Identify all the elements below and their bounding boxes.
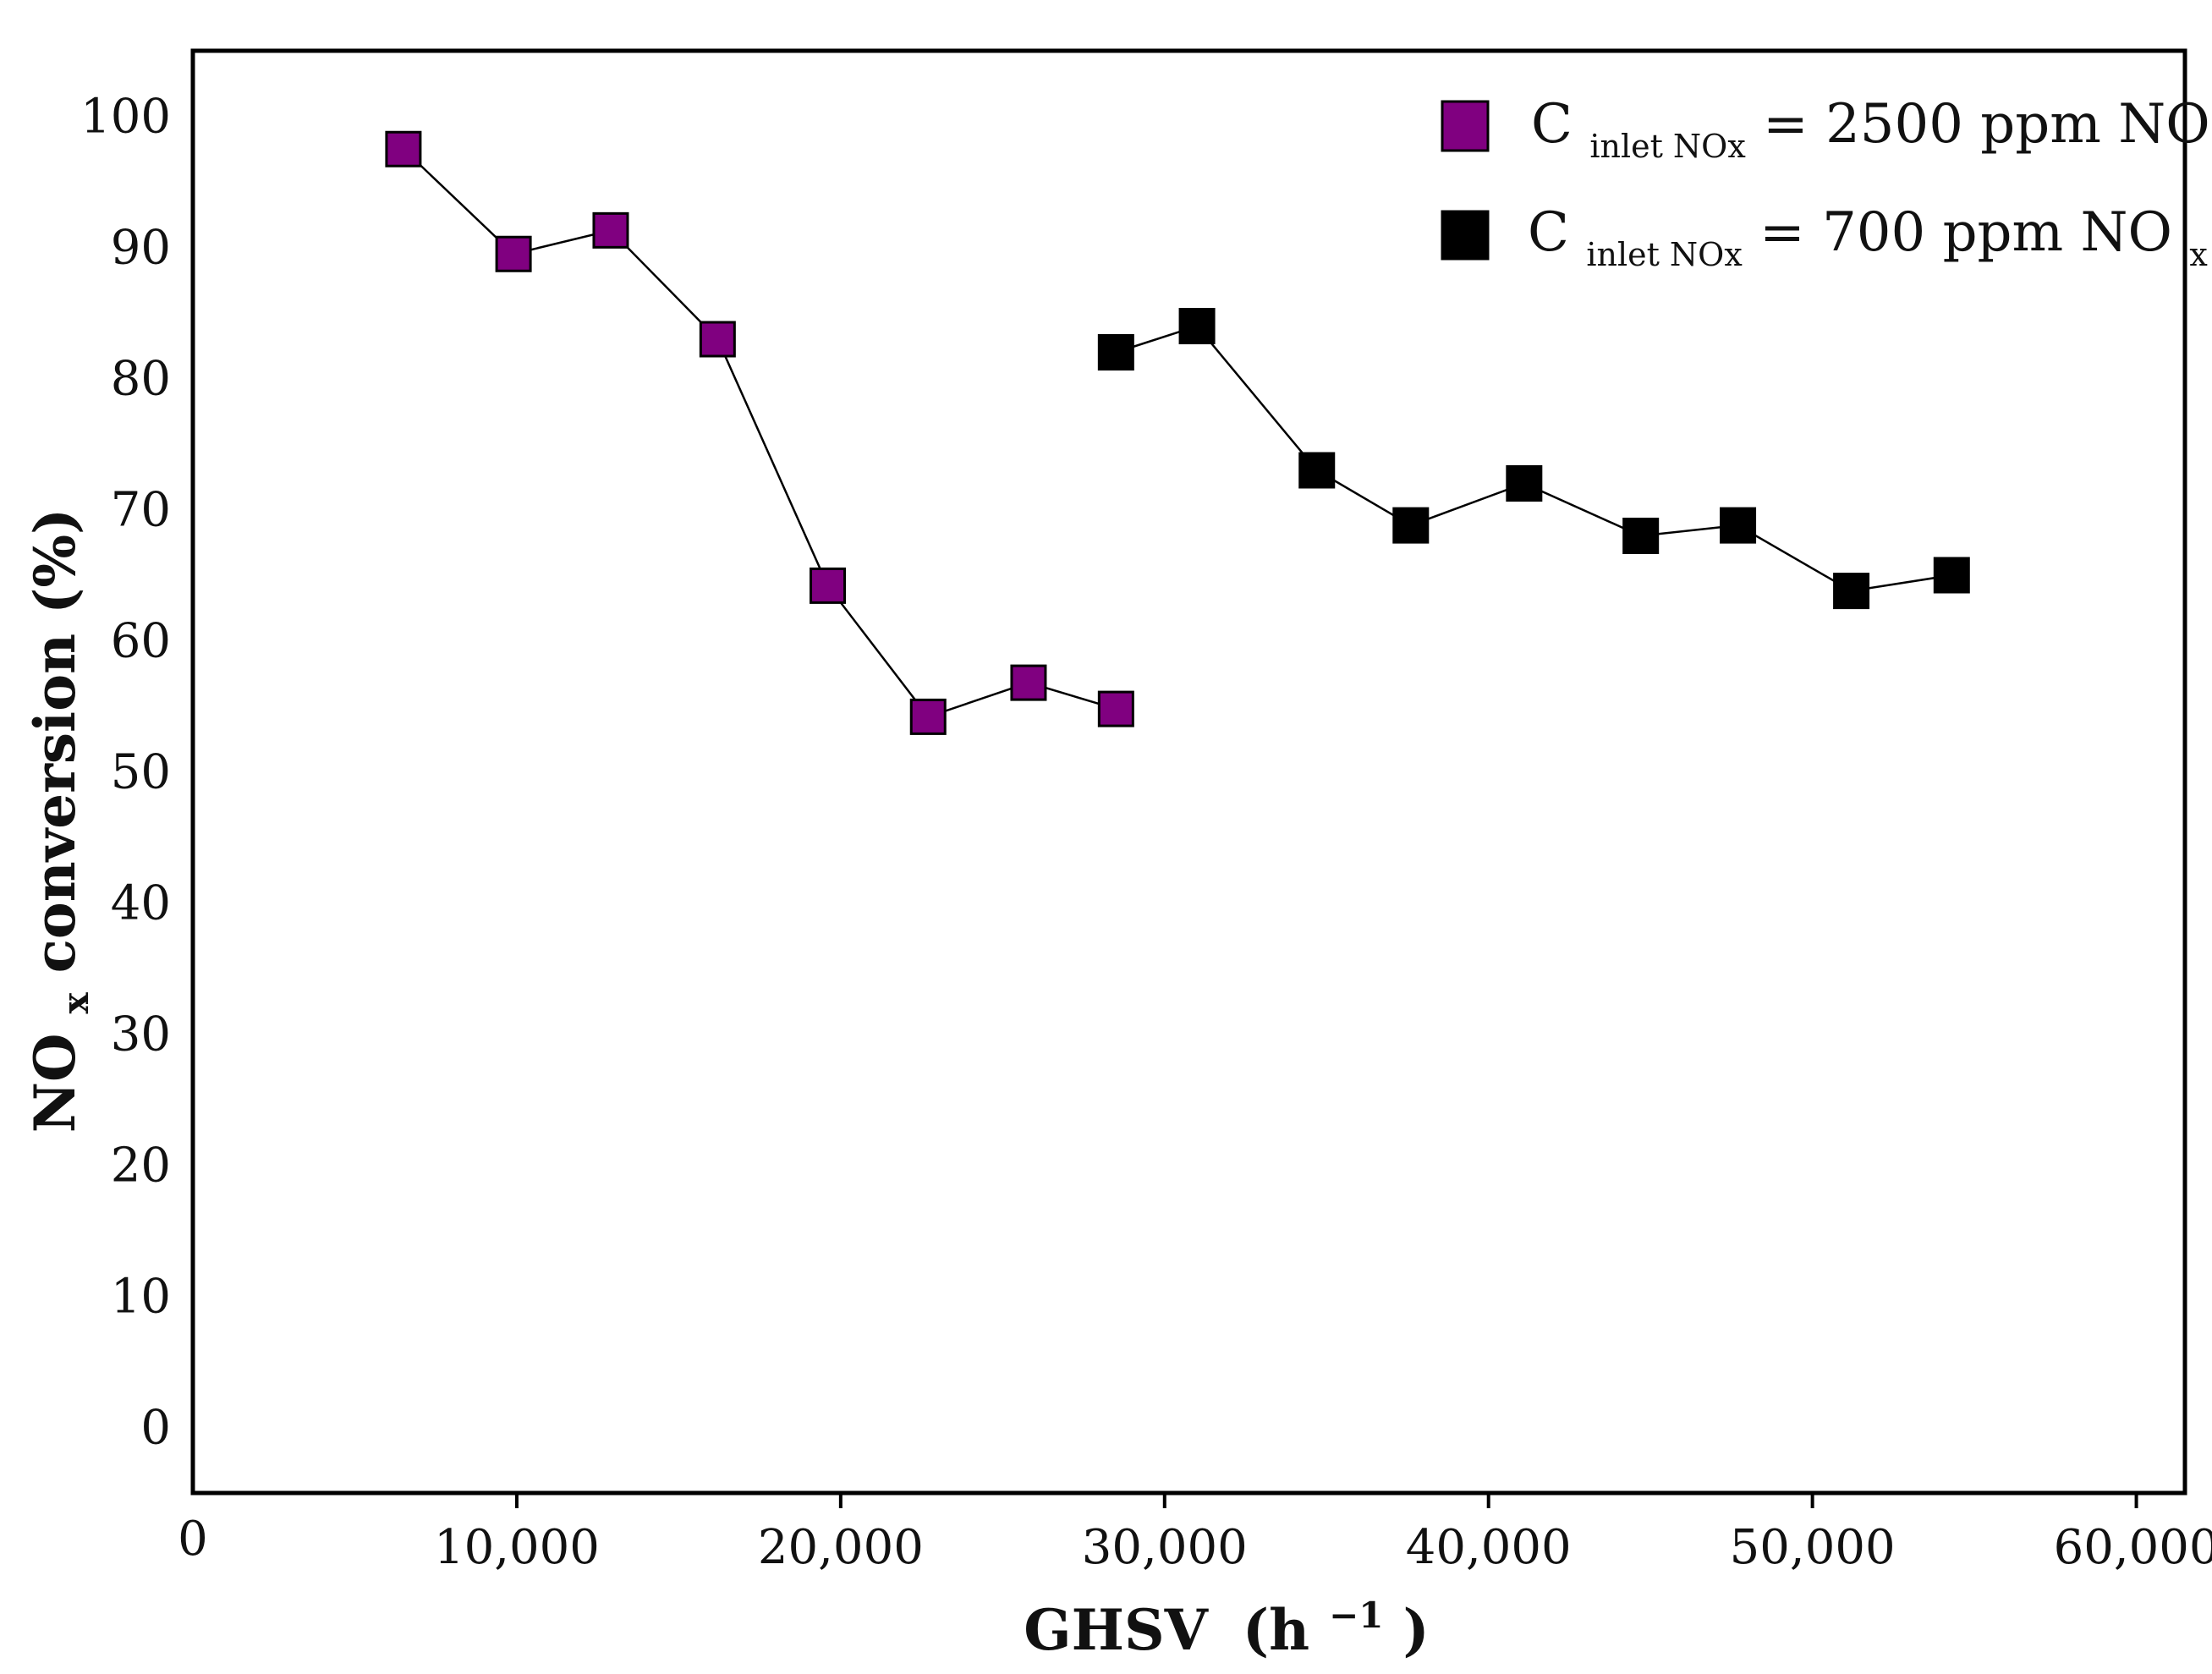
data-point [699, 321, 736, 358]
plot-frame [190, 48, 2187, 1496]
data-series [385, 130, 1970, 735]
x-tick-label: 60,000 [2054, 1520, 2212, 1575]
legend-label-2500-c: C [1531, 93, 1573, 156]
data-point [1097, 690, 1134, 727]
legend-label-700-x: x [2189, 236, 2207, 273]
y-axis-title: NO x conversion (%) [22, 508, 102, 1133]
y-axis-title-rest: conversion (%) [22, 508, 88, 974]
legend-entry-700: C inlet NOx = 700 ppm NO x [1441, 201, 2208, 279]
legend-label-2500-sub: inlet NOx [1589, 128, 1745, 165]
series-line-0 [403, 148, 1117, 718]
legend-label-2500-eq: = 2500 ppm NO [1763, 93, 2210, 156]
x-tick-label: 20,000 [758, 1520, 924, 1575]
data-point [1178, 308, 1216, 344]
y-tick-label: 40 [111, 876, 171, 931]
y-tick-label: 80 [111, 352, 171, 407]
y-tick-label: 60 [111, 614, 171, 669]
data-point [1298, 452, 1336, 489]
data-point [1392, 507, 1430, 544]
data-point [1010, 664, 1047, 701]
legend-label-700-c: C [1528, 201, 1569, 264]
x-axis-title-main: GHSV [1024, 1597, 1209, 1663]
y-axis-title-main: NO [22, 1033, 88, 1133]
x-tick-label: 50,000 [1730, 1520, 1896, 1575]
y-tick-label: 10 [111, 1270, 171, 1325]
y-tick-label: 90 [111, 221, 171, 276]
data-point [495, 235, 532, 272]
series-line-1 [1115, 325, 1952, 592]
data-point [1933, 557, 1970, 594]
y-axis-ticks: 0 10 20 30 40 50 60 70 80 90 100 [80, 90, 171, 1456]
x-tick-label: 10,000 [434, 1520, 600, 1575]
data-point [1622, 518, 1660, 554]
legend-label-700-eq: = 700 ppm NO [1759, 201, 2172, 264]
y-tick-label: 30 [111, 1007, 171, 1062]
x-axis-title-close: ) [1402, 1597, 1429, 1663]
x-axis-ticks: 0 10,000 20,000 30,000 40,000 50,000 60,000 [178, 1493, 2212, 1575]
legend-marker-2500 [1441, 100, 1490, 152]
x-tick-label: 30,000 [1082, 1520, 1248, 1575]
legend-entry-2500: C inlet NOx = 2500 ppm NO x [1441, 93, 2212, 171]
legend-marker-700 [1441, 210, 1490, 261]
data-point [909, 698, 947, 735]
x-tick-label: 40,000 [1406, 1520, 1572, 1575]
y-tick-label: 70 [111, 483, 171, 538]
data-point [1833, 573, 1870, 610]
y-axis-title-sub: x [55, 991, 96, 1013]
x-tick-label: 0 [178, 1512, 208, 1567]
y-tick-label: 50 [111, 745, 171, 800]
y-tick-label: 20 [111, 1139, 171, 1194]
x-axis-title: GHSV (h −1 ) [1024, 1575, 1429, 1663]
y-tick-label: 100 [80, 90, 171, 145]
data-point [1097, 334, 1134, 370]
x-axis-title-exponent: −1 [1329, 1594, 1383, 1636]
data-point [385, 130, 422, 167]
y-tick-label: 0 [140, 1401, 171, 1456]
data-point [592, 211, 629, 249]
data-point [1720, 507, 1757, 544]
legend-label-700-sub: inlet NOx [1586, 236, 1742, 273]
x-axis-title-unit: (h [1243, 1597, 1309, 1663]
data-point [810, 567, 847, 604]
data-point [1506, 465, 1543, 502]
legend: C inlet NOx = 2500 ppm NO x C inlet NOx … [1441, 93, 2212, 279]
legend-label-700: C inlet NOx = 700 ppm NO x [1528, 201, 2208, 279]
legend-label-2500: C inlet NOx = 2500 ppm NO x [1531, 93, 2212, 171]
